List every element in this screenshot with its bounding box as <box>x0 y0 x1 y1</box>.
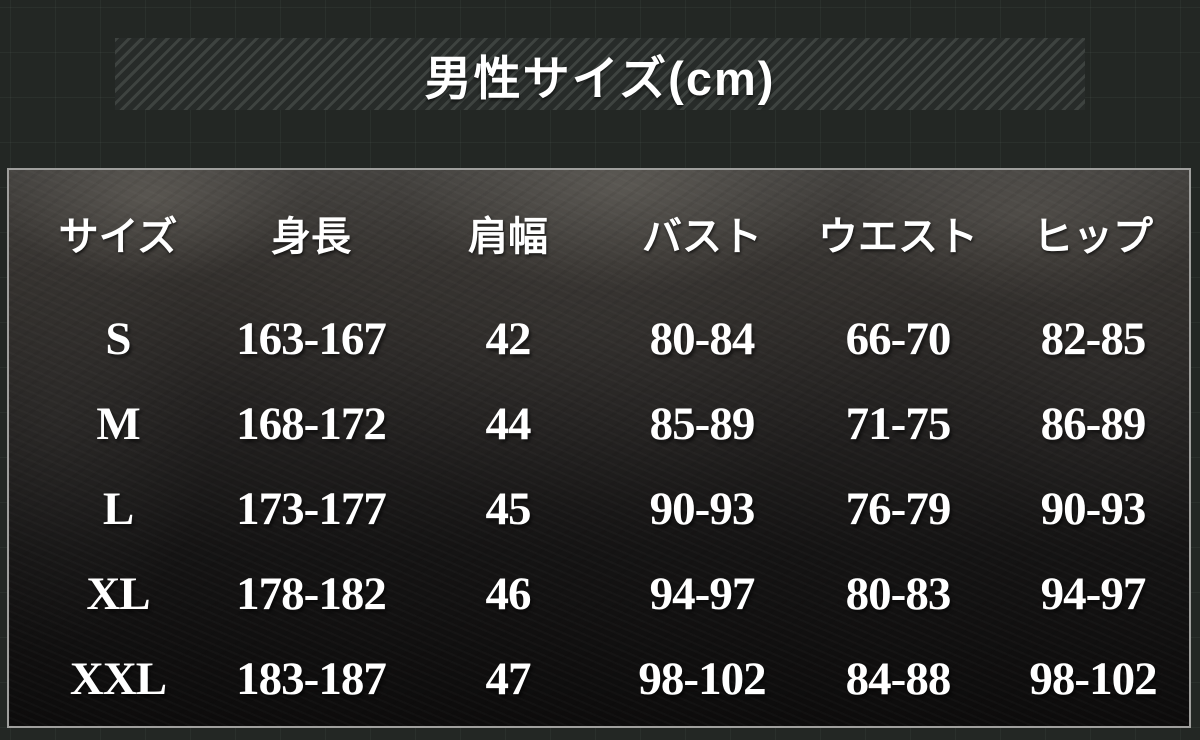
row-label-m: M <box>96 397 140 450</box>
page-title: 男性サイズ(cm) <box>424 51 776 105</box>
table-cell: 76-79 <box>845 482 952 535</box>
table-cell: 98-102 <box>638 652 766 705</box>
table-cell: 42 <box>485 312 532 365</box>
col-header-size: サイズ <box>58 215 178 259</box>
row-label-s: S <box>105 312 131 365</box>
table-cell: 46 <box>485 567 532 620</box>
table-cell: 98-102 <box>1029 652 1157 705</box>
row-label-xxl: XXL <box>69 652 167 705</box>
col-header-bust: バスト <box>642 215 762 259</box>
table-cell: 90-93 <box>1040 482 1147 535</box>
table-cell: 85-89 <box>649 397 756 450</box>
table-cell: 80-83 <box>845 567 952 620</box>
table-cell: 168-172 <box>236 397 387 450</box>
row-label-xl: XL <box>86 567 150 620</box>
table-cell: 173-177 <box>236 482 387 535</box>
size-table: サイズ 身長 肩幅 バスト ウエスト ヒップ S 163-167 42 80-8… <box>9 170 1189 726</box>
table-cell: 90-93 <box>649 482 756 535</box>
table-cell: 71-75 <box>845 397 952 450</box>
col-header-waist: ウエスト <box>818 215 978 259</box>
table-cell: 44 <box>485 397 532 450</box>
table-cell: 94-97 <box>1040 567 1147 620</box>
table-cell: 163-167 <box>236 312 387 365</box>
table-cell: 66-70 <box>845 312 952 365</box>
table-cell: 82-85 <box>1040 312 1147 365</box>
table-cell: 183-187 <box>236 652 387 705</box>
table-cell: 84-88 <box>845 652 952 705</box>
table-cell: 47 <box>485 652 532 705</box>
table-cell: 178-182 <box>236 567 387 620</box>
col-header-hip: ヒップ <box>1033 215 1153 259</box>
table-cell: 94-97 <box>649 567 756 620</box>
row-label-l: L <box>102 482 134 535</box>
table-cell: 80-84 <box>649 312 756 365</box>
size-table-panel: サイズ 身長 肩幅 バスト ウエスト ヒップ S 163-167 42 80-8… <box>7 168 1191 728</box>
col-header-height: 身長 <box>271 215 351 259</box>
table-cell: 45 <box>485 482 532 535</box>
title-band: 男性サイズ(cm) <box>115 38 1085 110</box>
table-cell: 86-89 <box>1040 397 1147 450</box>
col-header-shoulder-width: 肩幅 <box>468 215 548 259</box>
